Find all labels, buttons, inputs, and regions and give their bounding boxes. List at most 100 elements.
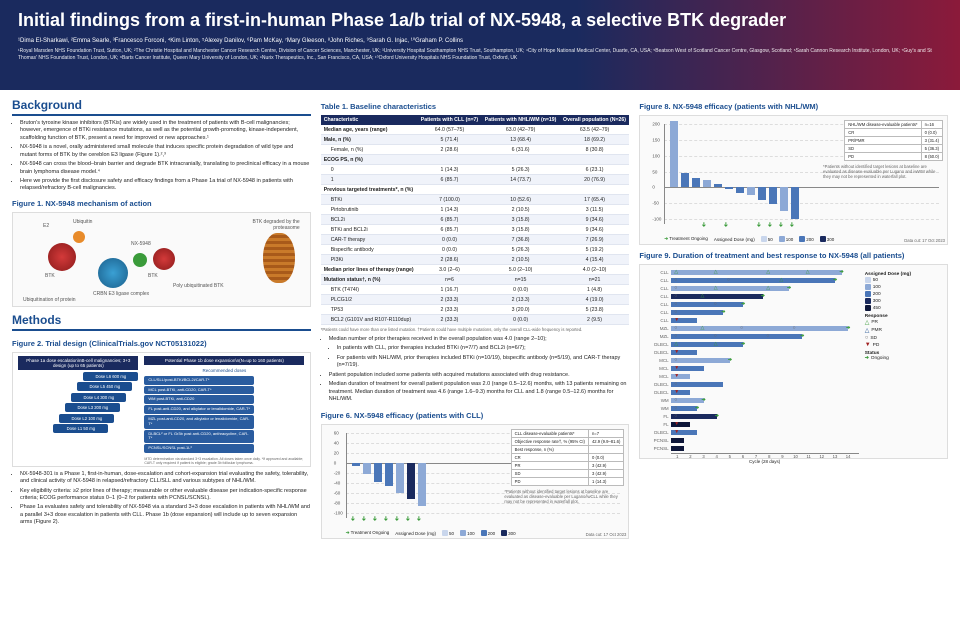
swimmer-bar: ○➔ — [671, 406, 697, 411]
waterfall-bar — [736, 187, 744, 193]
ongoing-arrow-icon: ➔ — [721, 309, 725, 315]
swimmer-row: MCL▼ — [649, 365, 859, 372]
figure9-swimmer: CLL△△△△➔CLL○○△➔CLL○△△➔CLL○△➔CLL○○➔CLL○➔C… — [639, 264, 948, 459]
poster-header: Initial findings from a first-in-human P… — [0, 0, 960, 90]
table-cell — [481, 155, 559, 165]
swimmer-row: MZL○△○○➔ — [649, 325, 859, 332]
ongoing-arrow-icon: ➔ — [695, 405, 699, 411]
table-cell: 2 (10.5) — [481, 205, 559, 215]
swimmer-label: CLL — [649, 318, 671, 323]
swimmer-label: PCNSL — [649, 446, 671, 451]
waterfall-bar — [780, 187, 788, 211]
response-marker-icon: △ — [766, 285, 770, 291]
table-cell: 8 (30.8) — [560, 145, 630, 155]
swimmer-bar: ○➔ — [671, 414, 717, 419]
table-cell: 3.0 (2–6) — [417, 265, 481, 275]
swimmer-bar — [671, 446, 684, 451]
response-marker-icon: ○ — [674, 397, 677, 403]
swimmer-bar: △△➔ — [671, 342, 743, 347]
dose-level-block: Dose L4 300 mg — [71, 393, 126, 402]
response-marker-icon: △ — [674, 341, 678, 347]
table-cell — [417, 185, 481, 195]
response-marker-icon: △ — [701, 293, 705, 299]
dose-legend-item: 300 — [865, 298, 939, 304]
figure2-title: Figure 2. Trial design (ClinicalTrials.g… — [12, 339, 311, 348]
response-marker-icon: ○ — [674, 357, 677, 363]
table-row: Median age, years (range)64.0 (57–75)63.… — [321, 125, 630, 135]
ongoing-arrow-icon: ➔ — [393, 516, 400, 521]
swimmer-label: FL — [649, 414, 671, 419]
ongoing-arrow-icon: ➔ — [833, 277, 837, 283]
table-cell: PLCG1/2 — [321, 295, 418, 305]
expansion-arm-block: PCNSL/SCNSL post-1L³ — [144, 444, 254, 453]
table-row: CAR-T therapy0 (0.0)7 (36.8)7 (26.9) — [321, 235, 630, 245]
rec-doses-label: Recommended doses — [202, 368, 246, 373]
expansion-arm-block: WM post-BTKi, anti-CD20 — [144, 395, 254, 404]
swimmer-bar: ○△△➔ — [671, 286, 789, 291]
table-cell: BTK (T474I) — [321, 285, 418, 295]
figure1-diagram: E2 Ubiquitin BTK CRBN E3 ligase complex … — [12, 212, 311, 307]
table-cell: 7 (36.8) — [481, 235, 559, 245]
fig1-label-ubiqprot: Ubiquitination of protein — [23, 297, 76, 303]
table-cell: 2 (13.3) — [481, 295, 559, 305]
waterfall-bar — [681, 173, 689, 187]
table-cell: 5 (71.4) — [417, 135, 481, 145]
swimmer-row: DLBCL▼ — [649, 389, 859, 396]
table-cell: 1 (4.8) — [560, 285, 630, 295]
bullet-item: NX-5948-301 is a Phase 1, first-in-human… — [20, 471, 311, 486]
swimmer-bar: ▼ — [671, 374, 691, 379]
swimmer-label: DLBCL — [649, 430, 671, 435]
table-cell: 3 (15.8) — [481, 225, 559, 235]
swimmer-row: WM○➔ — [649, 405, 859, 412]
dose-legend-label: Assigned Dose (mg) — [395, 531, 436, 536]
response-marker-icon: ▼ — [674, 389, 679, 395]
swimmer-label: CLL — [649, 294, 671, 299]
ongoing-arrow-icon: ➔ — [846, 325, 850, 331]
swimmer-label: DLBCL — [649, 342, 671, 347]
table-row: BTKi and BCL2i6 (85.7)3 (15.8)9 (34.6) — [321, 225, 630, 235]
table-row: BCL2 (G101V and R107-R110dup)2 (33.3)0 (… — [321, 315, 630, 325]
response-marker-icon: ○ — [674, 285, 677, 291]
swimmer-label: CLL — [649, 310, 671, 315]
dose-level-block: Dose L6 600 mg — [83, 372, 138, 381]
ongoing-arrow-icon: ➔ — [788, 222, 795, 227]
ongoing-arrow-icon: ➔ — [715, 413, 719, 419]
table-cell: Previous targeted treatments*, n (%) — [321, 185, 418, 195]
methods-bullets: NX-5948-301 is a Phase 1, first-in-human… — [12, 471, 311, 529]
author-list: ¹Dima El-Sharkawi, ²Emma Searle, ³France… — [18, 37, 942, 44]
table-row: 01 (14.3)5 (26.3)6 (23.1) — [321, 165, 630, 175]
response-marker-icon: △ — [701, 325, 705, 331]
swimmer-label: CLL — [649, 278, 671, 283]
waterfall-bar — [385, 463, 393, 486]
table-cell: n=15 — [481, 275, 559, 285]
table-cell — [560, 155, 630, 165]
table-row: Mutation status†, n (%)n=6n=15n=21 — [321, 275, 630, 285]
ongoing-legend: ➔ Treatment Ongoing — [664, 236, 708, 242]
swimmer-row: CLL○○△➔ — [649, 277, 859, 284]
ongoing-arrow-icon: ➔ — [360, 516, 367, 521]
bullet-item: NX-5948 can cross the blood–brain barrie… — [20, 161, 311, 176]
table-cell: 0 — [321, 165, 418, 175]
table-row: Pirtobrutinib1 (14.3)2 (10.5)3 (11.5) — [321, 205, 630, 215]
table-cell — [417, 155, 481, 165]
table-cell — [481, 185, 559, 195]
waterfall-bar — [374, 463, 382, 482]
stats-note: *Patients without identified target lesi… — [504, 489, 624, 504]
expansion-arm-block: DLBCL² or FL Gr3b post anti-CD20, anthra… — [144, 430, 254, 444]
table1-note: *Patients could have more than one liste… — [321, 327, 630, 332]
dose-legend-item: 200 — [799, 236, 814, 242]
response-marker-icon: ○ — [674, 381, 677, 387]
poster-body: Background Bruton's tyrosine kinase inhi… — [0, 90, 960, 547]
waterfall-bar — [769, 187, 777, 203]
dose-level-block: Dose L3 200 mg — [65, 403, 120, 412]
table-cell: 1 (14.3) — [417, 165, 481, 175]
dose-legend-item: 300 — [820, 236, 835, 242]
table-cell: 6 (85.7) — [417, 175, 481, 185]
swimmer-bar: △△△△➔ — [671, 270, 842, 275]
response-marker-icon: △ — [714, 285, 718, 291]
swimmer-row: FL○➔ — [649, 413, 859, 420]
dose-legend-item: 100 — [460, 530, 475, 536]
figure6-title: Figure 6. NX-5948 efficacy (patients wit… — [321, 411, 630, 420]
waterfall-bar — [418, 463, 426, 506]
dose-legend-item: 50 — [865, 277, 939, 283]
